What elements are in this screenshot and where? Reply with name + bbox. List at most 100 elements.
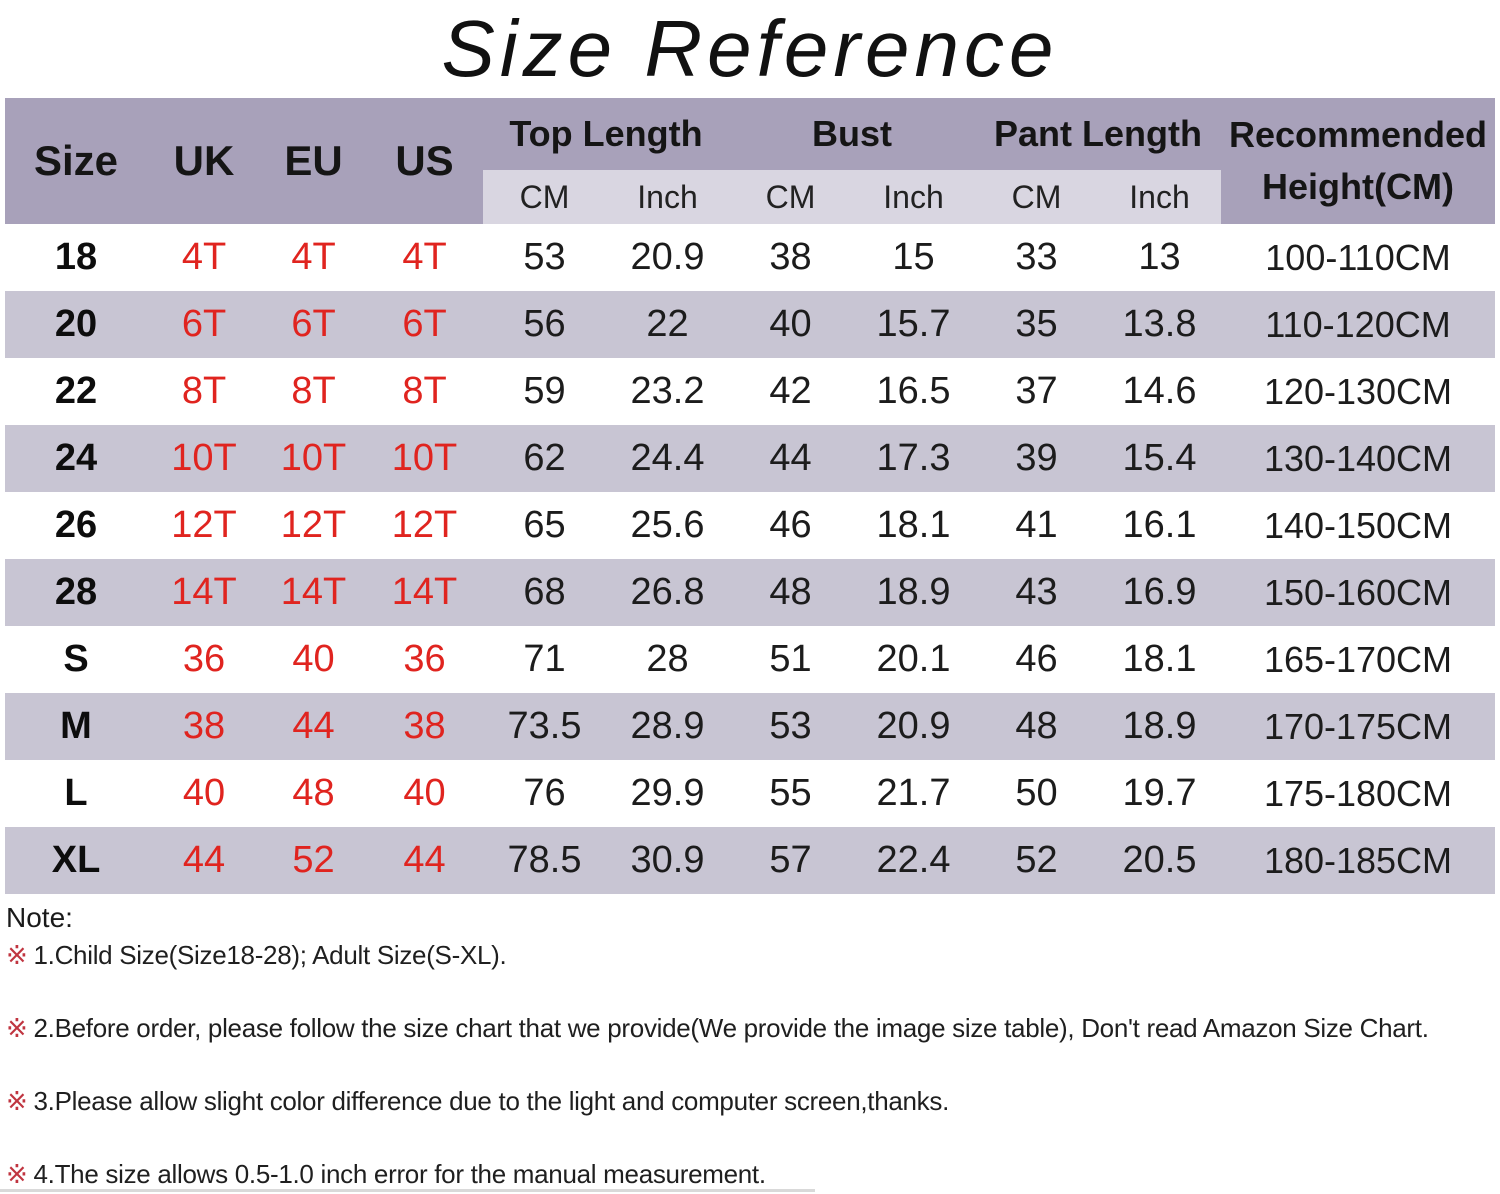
column-group-top-length: Top Length CM Inch (483, 98, 729, 224)
size-cell: 20 (54, 303, 98, 345)
pant-length-cm-cell: 52 (1015, 839, 1058, 881)
bust-inch-cell: 15 (892, 236, 935, 278)
eu-size-cell: 14T (280, 571, 347, 613)
eu-size-cell: 44 (292, 705, 335, 747)
eu-size-cell: 6T (291, 303, 336, 345)
bust-cm-cell: 40 (769, 303, 812, 345)
subheader-pant-length-inch: Inch (1129, 178, 1190, 215)
column-header-us: US (366, 98, 483, 224)
top-length-cm-cell: 76 (523, 772, 566, 814)
column-group-bust: Bust CM Inch (729, 98, 975, 224)
table-body: 18 4T 4T 4T 53 20.9 38 15 33 13 100-110CM 20 6T 6T 6T 5… (5, 224, 1495, 894)
size-cell: 26 (54, 504, 98, 546)
subheader-top-length-inch: Inch (637, 178, 698, 215)
recommended-height-cell: 180-185CM (1263, 839, 1453, 881)
pant-length-inch-cell: 14.6 (1122, 370, 1197, 412)
bust-inch-cell: 20.1 (876, 638, 951, 680)
recommended-height-cell: 175-180CM (1263, 772, 1453, 814)
top-length-inch-cell: 24.4 (630, 437, 705, 479)
top-length-inch-cell: 22 (646, 303, 689, 345)
column-header-eu: EU (261, 98, 366, 224)
size-cell: L (64, 772, 88, 814)
top-length-cm-cell: 78.5 (507, 839, 582, 881)
table-row: S 36 40 36 71 28 51 20.1 46 18.1 165-170CM (5, 626, 1495, 693)
bust-cm-cell: 42 (769, 370, 812, 412)
top-length-inch-cell: 28 (646, 638, 689, 680)
bust-inch-cell: 16.5 (876, 370, 951, 412)
recommended-height-cell: 100-110CM (1265, 236, 1451, 278)
uk-size-cell: 14T (171, 571, 237, 613)
recommended-height-cell: 165-170CM (1263, 638, 1453, 680)
top-length-cm-cell: 68 (523, 571, 566, 613)
pant-length-inch-cell: 18.1 (1122, 638, 1197, 680)
bust-cm-cell: 53 (769, 705, 812, 747)
size-cell: 18 (54, 236, 98, 278)
top-length-cm-cell: 59 (523, 370, 566, 412)
table-row: 28 14T 14T 14T 68 26.8 48 18.9 43 16.9 150-160CM (5, 559, 1495, 626)
note-text: 4.The size allows 0.5-1.0 inch error for… (33, 1159, 767, 1189)
uk-size-cell: 12T (171, 504, 237, 546)
top-length-inch-cell: 25.6 (630, 504, 705, 546)
note-line-1: ※ 1.Child Size(Size18-28); Adult Size(S-X… (6, 940, 1494, 971)
top-length-cm-cell: 56 (523, 303, 566, 345)
table-row: 24 10T 10T 10T 62 24.4 44 17.3 39 15.4 130-140CM (5, 425, 1495, 492)
top-length-inch-cell: 20.9 (630, 236, 705, 278)
subheader-top-length: CM Inch (483, 170, 729, 224)
table-row: M 38 44 38 73.5 28.9 53 20.9 48 18.9 170-175CM (5, 693, 1495, 760)
pant-length-inch-cell: 13.8 (1122, 303, 1197, 345)
recommended-height-cell: 150-160CM (1263, 571, 1453, 613)
notes-section: Note: ※ 1.Child Size(Size18-28); Adult Si… (0, 894, 1500, 1190)
bust-cm-cell: 57 (769, 839, 812, 881)
pant-length-inch-cell: 16.1 (1122, 504, 1197, 546)
column-header-pant-length: Pant Length (975, 98, 1221, 170)
us-size-cell: 4T (402, 236, 447, 278)
bust-cm-cell: 38 (769, 236, 812, 278)
pant-length-inch-cell: 19.7 (1122, 772, 1197, 814)
top-length-cm-cell: 53 (523, 236, 566, 278)
us-size-cell: 40 (403, 772, 446, 814)
pant-length-cm-cell: 46 (1015, 638, 1058, 680)
uk-size-cell: 36 (182, 638, 226, 680)
uk-size-cell: 6T (181, 303, 227, 345)
reference-mark-icon: ※ (6, 1013, 28, 1043)
table-header: Size UK EU US Top Length CM Inch Bust CM… (5, 98, 1495, 224)
us-size-cell: 44 (403, 839, 446, 881)
note-label: Note: (6, 902, 73, 933)
bust-inch-cell: 22.4 (876, 839, 951, 881)
pant-length-inch-cell: 16.9 (1122, 571, 1197, 613)
table-row: 22 8T 8T 8T 59 23.2 42 16.5 37 14.6 120-130CM (5, 358, 1495, 425)
us-size-cell: 36 (403, 638, 446, 680)
subheader-bust-cm: CM (765, 178, 816, 215)
pant-length-cm-cell: 41 (1015, 504, 1058, 546)
bust-cm-cell: 46 (769, 504, 812, 546)
recommended-height-cell: 110-120CM (1265, 303, 1451, 345)
pant-length-cm-cell: 33 (1015, 236, 1058, 278)
reference-mark-icon: ※ (6, 1159, 28, 1189)
size-cell: 22 (54, 370, 98, 412)
reference-mark-icon: ※ (6, 940, 28, 970)
recommended-height-cell: 140-150CM (1263, 504, 1453, 546)
uk-size-cell: 44 (182, 839, 226, 881)
pant-length-inch-cell: 18.9 (1122, 705, 1197, 747)
pant-length-inch-cell: 15.4 (1122, 437, 1197, 479)
bust-cm-cell: 55 (769, 772, 812, 814)
uk-size-cell: 40 (182, 772, 226, 814)
size-cell: 28 (54, 571, 98, 613)
recommended-height-cell: 170-175CM (1263, 705, 1453, 747)
size-table: Size UK EU US Top Length CM Inch Bust CM… (5, 98, 1495, 894)
pant-length-cm-cell: 37 (1015, 370, 1058, 412)
top-length-cm-cell: 65 (523, 504, 566, 546)
note-line-4: ※ 4.The size allows 0.5-1.0 inch error fo… (6, 1159, 1494, 1190)
bust-cm-cell: 44 (769, 437, 812, 479)
size-cell: M (60, 705, 92, 747)
bust-inch-cell: 15.7 (876, 303, 951, 345)
bust-inch-cell: 20.9 (876, 705, 951, 747)
uk-size-cell: 38 (182, 705, 226, 747)
pant-length-cm-cell: 39 (1015, 437, 1058, 479)
pant-length-inch-cell: 20.5 (1122, 839, 1197, 881)
column-header-bust: Bust (729, 98, 975, 170)
table-row: 18 4T 4T 4T 53 20.9 38 15 33 13 100-110CM (5, 224, 1495, 291)
note-text: 3.Please allow slight color difference d… (33, 1086, 950, 1116)
bust-inch-cell: 21.7 (876, 772, 951, 814)
top-length-inch-cell: 23.2 (630, 370, 705, 412)
